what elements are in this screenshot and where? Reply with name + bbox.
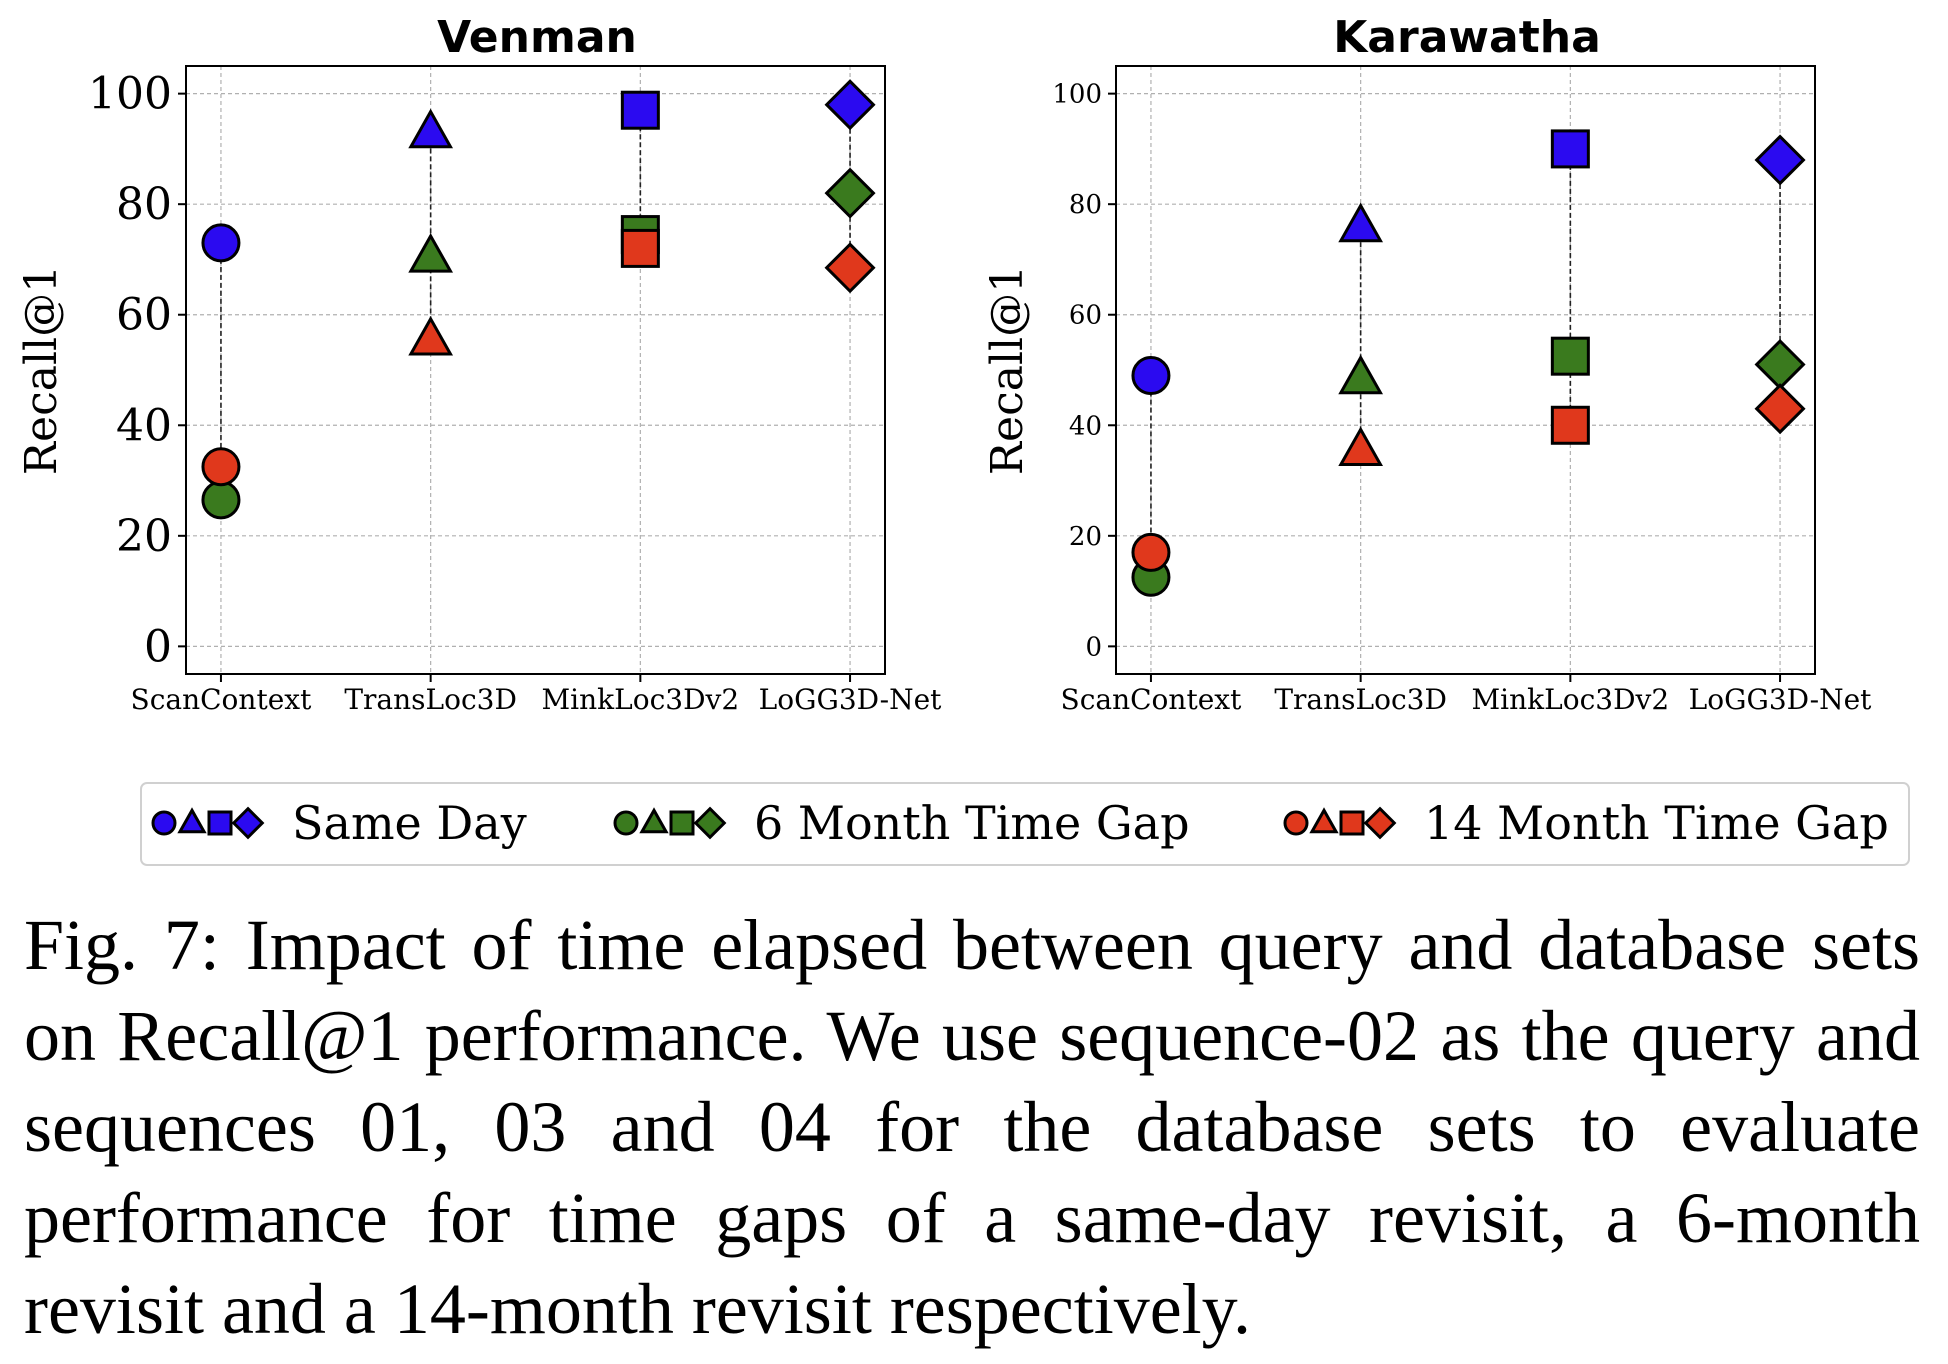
legend-label-6-month-time-gap: 6 Month Time Gap: [754, 796, 1190, 850]
point-14-month-time-gap-scancontext: [201, 447, 241, 487]
legend-marker-6-month-time-gap-diamond: [693, 806, 727, 840]
x-tick-label-transloc3d: TransLoc3D: [1274, 683, 1447, 716]
x-tick-label-minkloc3dv2: MinkLoc3Dv2: [542, 683, 740, 716]
plot-frame: [1115, 65, 1816, 675]
legend-marker-same-day-circle: [151, 810, 177, 836]
legend-marker-6-month-time-gap-circle: [613, 810, 639, 836]
figure-caption: Fig. 7: Impact of time elapsed between q…: [24, 905, 1920, 1349]
y-tick-label: 20: [1069, 522, 1102, 552]
y-tick-label: 100: [1052, 80, 1102, 110]
legend-marker-6-month-time-gap-triangle: [639, 807, 669, 834]
point-same-day-minkloc3dv2: [620, 90, 660, 130]
point-6-month-time-gap-transloc3d: [408, 232, 454, 273]
point-14-month-time-gap-scancontext: [1131, 532, 1171, 572]
point-14-month-time-gap-logg3d-net: [824, 242, 876, 294]
legend-marker-14-month-time-gap-square: [1339, 810, 1365, 836]
legend-marker-6-month-time-gap-square: [669, 810, 695, 836]
point-same-day-minkloc3dv2: [1550, 129, 1590, 169]
point-same-day-transloc3d: [1338, 202, 1384, 243]
point-same-day-transloc3d: [408, 108, 454, 149]
y-tick-label: 20: [116, 511, 172, 562]
point-6-month-time-gap-minkloc3dv2: [1550, 336, 1590, 376]
y-tick-label: 80: [116, 179, 172, 230]
legend: Same Day 6 Month Time Gap 14 Month Time Ga…: [140, 782, 1910, 866]
legend-label-same-day: Same Day: [292, 796, 527, 850]
point-6-month-time-gap-logg3d-net: [1754, 338, 1806, 390]
point-same-day-scancontext: [201, 223, 241, 263]
y-tick-label: 60: [116, 290, 172, 341]
karawatha-panel: 0 20 40 60 80 100 ScanContext TransLoc3D MinkLoc…: [982, 12, 1872, 716]
point-14-month-time-gap-logg3d-net: [1754, 383, 1806, 435]
y-axis-label: Recall@1: [982, 265, 1033, 475]
point-14-month-time-gap-transloc3d: [1338, 426, 1384, 467]
point-6-month-time-gap-transloc3d: [1338, 354, 1384, 395]
y-tick-label: 0: [1085, 632, 1102, 662]
x-tick-label-minkloc3dv2: MinkLoc3Dv2: [1472, 683, 1670, 716]
y-axis-label: Recall@1: [16, 265, 67, 475]
x-tick-label-scancontext: ScanContext: [131, 683, 313, 716]
point-same-day-scancontext: [1131, 356, 1171, 396]
legend-marker-same-day-square: [207, 810, 233, 836]
point-same-day-logg3d-net: [1754, 134, 1806, 186]
legend-marker-14-month-time-gap-diamond: [1363, 806, 1397, 840]
legend-marker-same-day-triangle: [177, 807, 207, 834]
panel-title: Venman: [437, 12, 637, 63]
legend-marker-14-month-time-gap-triangle: [1309, 807, 1339, 834]
y-tick-label: 100: [88, 69, 172, 120]
x-tick-label-transloc3d: TransLoc3D: [344, 683, 517, 716]
legend-marker-14-month-time-gap-circle: [1283, 810, 1309, 836]
y-tick-label: 40: [1069, 411, 1102, 441]
venman-panel: 0 20 40 60 80 100 ScanContext TransLoc3D MinkLoc…: [16, 12, 942, 716]
y-tick-label: 40: [116, 400, 172, 451]
panel-title: Karawatha: [1333, 12, 1601, 63]
y-tick-label: 60: [1069, 301, 1102, 331]
x-tick-label-logg3d-net: LoGG3D-Net: [759, 683, 943, 716]
x-tick-label-scancontext: ScanContext: [1061, 683, 1243, 716]
point-6-month-time-gap-scancontext: [201, 480, 241, 520]
legend-marker-same-day-diamond: [231, 806, 265, 840]
legend-box: [140, 782, 1910, 866]
x-tick-label-logg3d-net: LoGG3D-Net: [1689, 683, 1873, 716]
point-same-day-logg3d-net: [824, 79, 876, 131]
plot-frame: [185, 65, 886, 675]
point-14-month-time-gap-minkloc3dv2: [620, 228, 660, 268]
point-14-month-time-gap-minkloc3dv2: [1550, 405, 1590, 445]
point-6-month-time-gap-logg3d-net: [824, 167, 876, 219]
y-tick-label: 0: [144, 621, 172, 672]
y-tick-label: 80: [1069, 190, 1102, 220]
legend-label-14-month-time-gap: 14 Month Time Gap: [1424, 796, 1889, 850]
point-14-month-time-gap-transloc3d: [408, 315, 454, 356]
